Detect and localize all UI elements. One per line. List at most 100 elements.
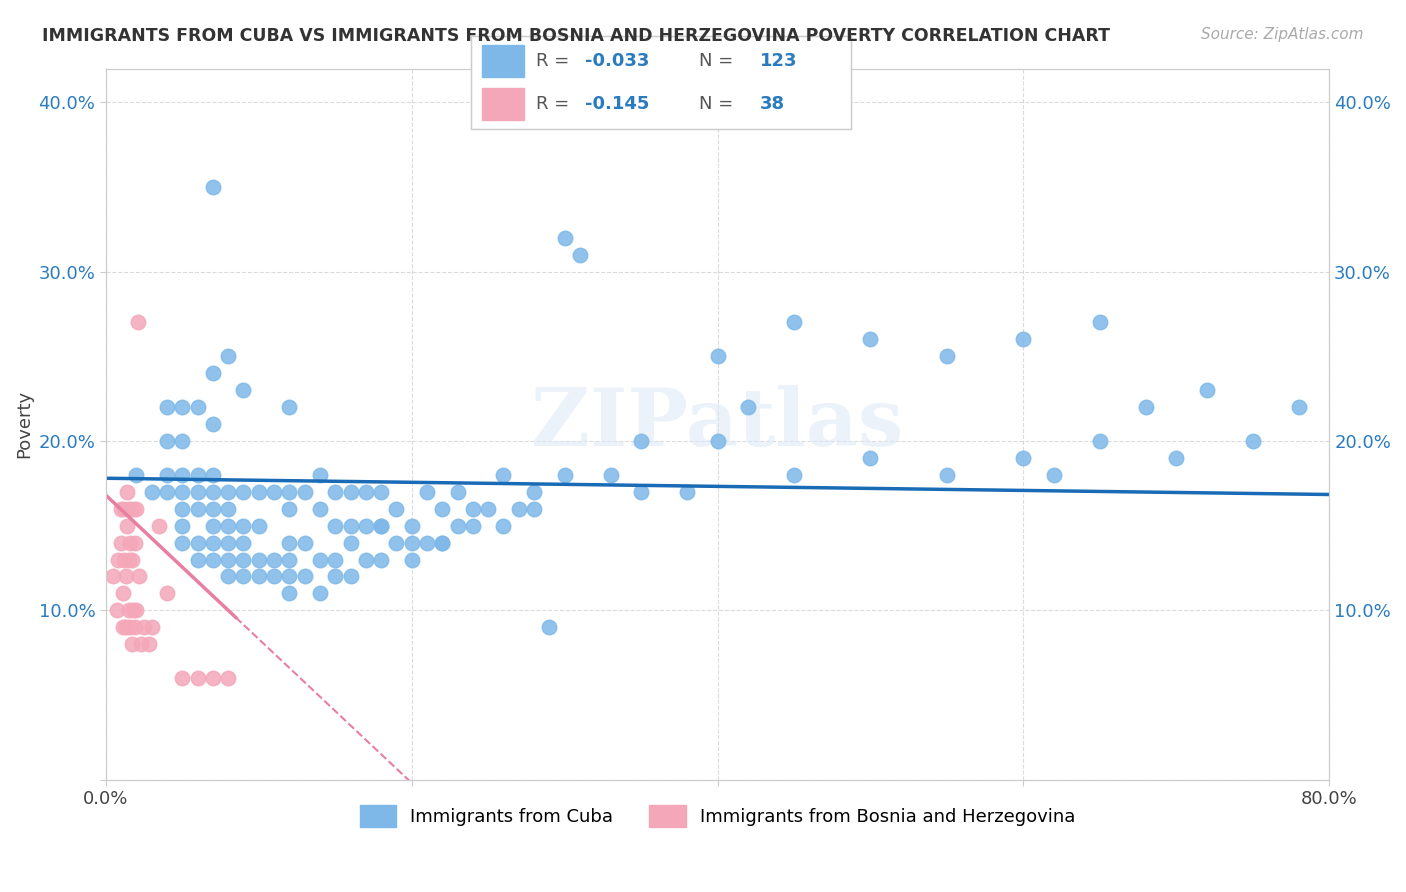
Point bbox=[1012, 333, 1035, 347]
Point bbox=[354, 484, 377, 499]
Point bbox=[309, 552, 332, 566]
Point bbox=[630, 484, 652, 499]
Point bbox=[172, 501, 194, 516]
Point bbox=[339, 518, 361, 533]
Point bbox=[105, 603, 128, 617]
Bar bbox=[482, 45, 524, 77]
Text: 38: 38 bbox=[759, 95, 785, 113]
Point bbox=[737, 400, 759, 414]
Point bbox=[156, 400, 179, 414]
Point bbox=[232, 552, 254, 566]
Point bbox=[936, 467, 959, 482]
Point bbox=[217, 349, 239, 363]
Point bbox=[112, 501, 135, 516]
Point bbox=[446, 518, 468, 533]
Point bbox=[217, 535, 239, 549]
Point bbox=[120, 620, 142, 634]
Point bbox=[111, 620, 134, 634]
Point bbox=[309, 467, 332, 482]
Point bbox=[676, 484, 699, 499]
Point bbox=[172, 434, 194, 448]
Point bbox=[201, 535, 224, 549]
Point bbox=[492, 467, 515, 482]
Point bbox=[232, 535, 254, 549]
Point bbox=[122, 603, 145, 617]
Point bbox=[124, 535, 146, 549]
Point bbox=[103, 569, 125, 583]
Point bbox=[201, 180, 224, 194]
Point bbox=[141, 620, 163, 634]
Point bbox=[278, 535, 301, 549]
Point bbox=[599, 467, 621, 482]
Point bbox=[385, 535, 408, 549]
Point bbox=[172, 518, 194, 533]
Point bbox=[127, 316, 149, 330]
Point bbox=[859, 450, 882, 465]
Point bbox=[492, 518, 515, 533]
Point bbox=[156, 467, 179, 482]
Point bbox=[156, 484, 179, 499]
Point bbox=[217, 484, 239, 499]
Text: N =: N = bbox=[699, 52, 738, 70]
Y-axis label: Poverty: Poverty bbox=[15, 390, 32, 458]
Text: Source: ZipAtlas.com: Source: ZipAtlas.com bbox=[1201, 27, 1364, 42]
Point bbox=[187, 552, 209, 566]
Point bbox=[187, 501, 209, 516]
Point bbox=[354, 518, 377, 533]
Point bbox=[118, 501, 141, 516]
Point bbox=[1012, 450, 1035, 465]
Point bbox=[309, 501, 332, 516]
Point bbox=[370, 552, 392, 566]
Point bbox=[263, 552, 285, 566]
Point bbox=[783, 316, 806, 330]
Point bbox=[323, 484, 346, 499]
Point bbox=[201, 484, 224, 499]
Point bbox=[263, 569, 285, 583]
Point bbox=[432, 535, 454, 549]
Point bbox=[187, 484, 209, 499]
Point bbox=[120, 535, 142, 549]
Point bbox=[232, 383, 254, 397]
Point bbox=[217, 569, 239, 583]
Text: R =: R = bbox=[536, 52, 575, 70]
Point bbox=[309, 586, 332, 600]
Point bbox=[1166, 450, 1188, 465]
Point bbox=[294, 535, 316, 549]
Point bbox=[125, 501, 148, 516]
Point bbox=[432, 501, 454, 516]
Point bbox=[138, 637, 160, 651]
Point bbox=[132, 620, 155, 634]
Point bbox=[1241, 434, 1264, 448]
Point bbox=[187, 535, 209, 549]
Point bbox=[1088, 434, 1111, 448]
Point bbox=[416, 535, 439, 549]
Point bbox=[247, 484, 270, 499]
Point bbox=[416, 484, 439, 499]
Point bbox=[201, 467, 224, 482]
Point bbox=[294, 569, 316, 583]
Point bbox=[112, 552, 135, 566]
Point bbox=[370, 518, 392, 533]
Point bbox=[554, 231, 576, 245]
Point bbox=[118, 603, 141, 617]
Point bbox=[1195, 383, 1218, 397]
Point bbox=[110, 501, 132, 516]
Point bbox=[278, 400, 301, 414]
Point bbox=[538, 620, 561, 634]
Point bbox=[118, 552, 141, 566]
Point bbox=[121, 552, 143, 566]
Point bbox=[232, 518, 254, 533]
Point bbox=[461, 501, 484, 516]
Point bbox=[401, 535, 423, 549]
Point bbox=[278, 484, 301, 499]
Point bbox=[1088, 316, 1111, 330]
Point bbox=[172, 671, 194, 685]
Point bbox=[201, 501, 224, 516]
Point bbox=[339, 484, 361, 499]
Point bbox=[117, 518, 139, 533]
Point bbox=[401, 552, 423, 566]
Point bbox=[354, 552, 377, 566]
Point bbox=[461, 518, 484, 533]
Point bbox=[477, 501, 499, 516]
Text: R =: R = bbox=[536, 95, 575, 113]
